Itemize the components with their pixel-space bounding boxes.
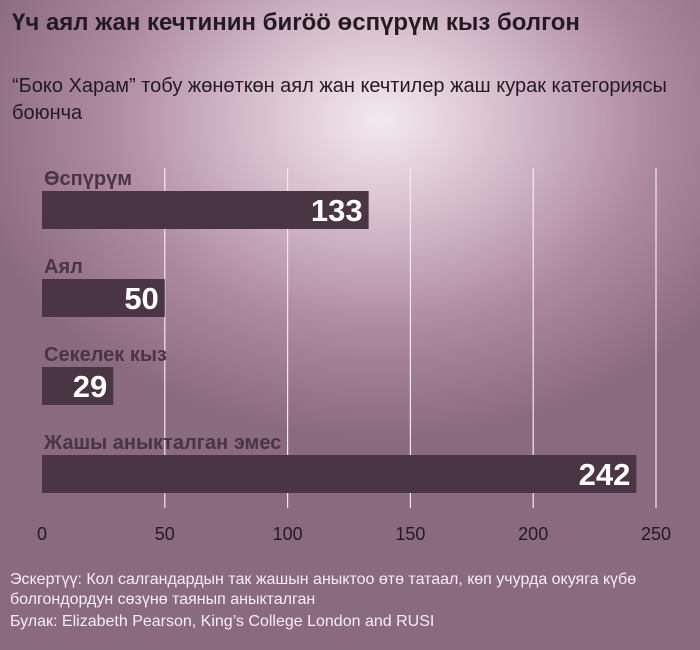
x-tick-label: 0 <box>37 524 47 544</box>
x-tick-label: 200 <box>518 524 548 544</box>
chart-footnote: Эскертүү: Кол салгандардын так жашын аны… <box>10 571 637 608</box>
bar-value-label: 50 <box>124 281 158 316</box>
x-tick-label: 50 <box>155 524 175 544</box>
bar-value-label: 133 <box>311 193 363 228</box>
chart-title: Үч аял жан кечтинин биröö өспүрүм кыз бо… <box>12 9 580 36</box>
bar-value-label: 242 <box>579 457 631 492</box>
category-label: Секелек кыз <box>44 344 167 366</box>
category-label: Аял <box>44 256 83 278</box>
x-tick-label: 150 <box>395 524 425 544</box>
bar <box>42 455 637 493</box>
bar-value-label: 29 <box>73 369 107 404</box>
x-tick-label: 250 <box>641 524 671 544</box>
chart-source: Булак: Elizabeth Pearson, King’s College… <box>10 613 435 630</box>
chart-subtitle: “Боко Харам” тобу жөнөткөн аял жан кечти… <box>12 75 667 124</box>
x-tick-label: 100 <box>273 524 303 544</box>
category-label: Өспүрүм <box>44 168 132 190</box>
category-label: Жашы аныкталган эмес <box>43 432 281 454</box>
bar <box>42 279 165 317</box>
bar <box>42 367 114 405</box>
bar-chart: Өспүрүм 133 Аял 50 Секелек кыз 29 Жашы аныктал… <box>37 168 671 544</box>
bar <box>42 191 369 229</box>
